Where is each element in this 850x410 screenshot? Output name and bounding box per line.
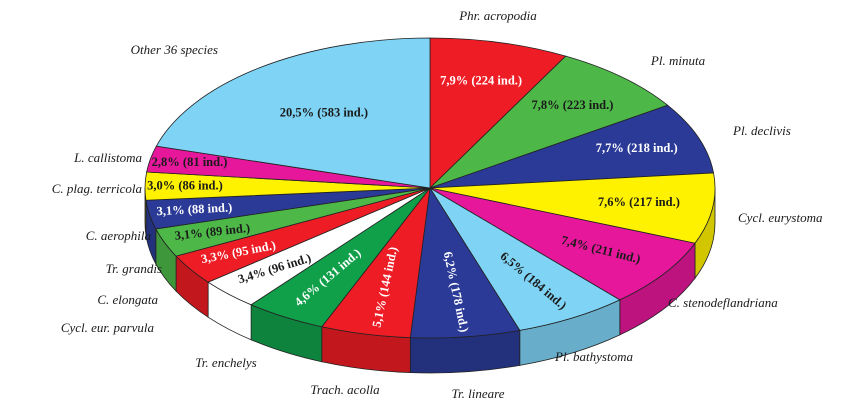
slice-value-label-pl-minuta: 7,8% (223 ind.) — [531, 98, 613, 112]
slice-value-label-c-aerophila: 3,1% (88 ind.) — [156, 200, 232, 218]
category-label-cycl-eurystoma: Cycl. eurystoma — [738, 210, 823, 225]
slice-value-label-phr-acropodia: 7,9% (224 ind.) — [440, 74, 522, 88]
category-label-trach-acolla: Trach. acolla — [310, 382, 380, 397]
category-label-l-callistoma: L. callistoma — [73, 150, 142, 165]
slice-value-label-l-callistoma: 2,8% (81 ind.) — [152, 155, 228, 169]
slice-value-label-pl-declivis: 7,7% (218 ind.) — [596, 141, 678, 155]
category-label-tr-grandis: Tr. grandis — [106, 261, 162, 276]
category-label-phr-acropodia: Phr. acropodia — [458, 8, 537, 23]
category-label-tr-enchelys: Tr. enchelys — [195, 355, 256, 370]
slice-value-label-other-36-species: 20,5% (583 ind.) — [280, 106, 368, 120]
category-labels: Phr. acropodia Pl. minuta Pl. declivis Cycl… — [52, 8, 823, 401]
pie-slice-pl-declivis — [429, 104, 715, 189]
pie-slices — [144, 37, 716, 339]
category-label-c-elongata: C. elongata — [97, 292, 158, 307]
pie-slice-phr-acropodia — [429, 37, 567, 189]
category-label-pl-minuta: Pl. minuta — [650, 53, 706, 68]
pie-slice-c-stenodeflandriana — [429, 187, 696, 301]
pie-slice-pl-minuta — [429, 55, 669, 189]
pie-slice-pl-bathystoma — [429, 187, 621, 331]
category-label-c-plag-terricola: C. plag. terricola — [52, 181, 143, 196]
category-label-c-aerophila: C. aerophila — [86, 228, 152, 243]
slice-value-label-cycl-eurystoma: 7,6% (217 ind.) — [598, 195, 680, 209]
category-label-cycl-eur-parvula: Cycl. eur. parvula — [61, 320, 155, 335]
slice-value-label-c-plag-terricola: 3,0% (86 ind.) — [147, 178, 223, 192]
pie-slice-other-36-species — [155, 37, 431, 189]
pie-slice-cycl-eurystoma — [429, 172, 716, 244]
category-label-c-stenodeflandriana: C. stenodeflandriana — [668, 295, 778, 310]
category-label-tr-lineare: Tr. lineare — [452, 386, 505, 401]
category-label-pl-declivis: Pl. declivis — [732, 123, 791, 138]
category-label-pl-bathystoma: Pl. bathystoma — [554, 349, 633, 364]
category-label-other-36-species: Other 36 species — [131, 42, 218, 57]
